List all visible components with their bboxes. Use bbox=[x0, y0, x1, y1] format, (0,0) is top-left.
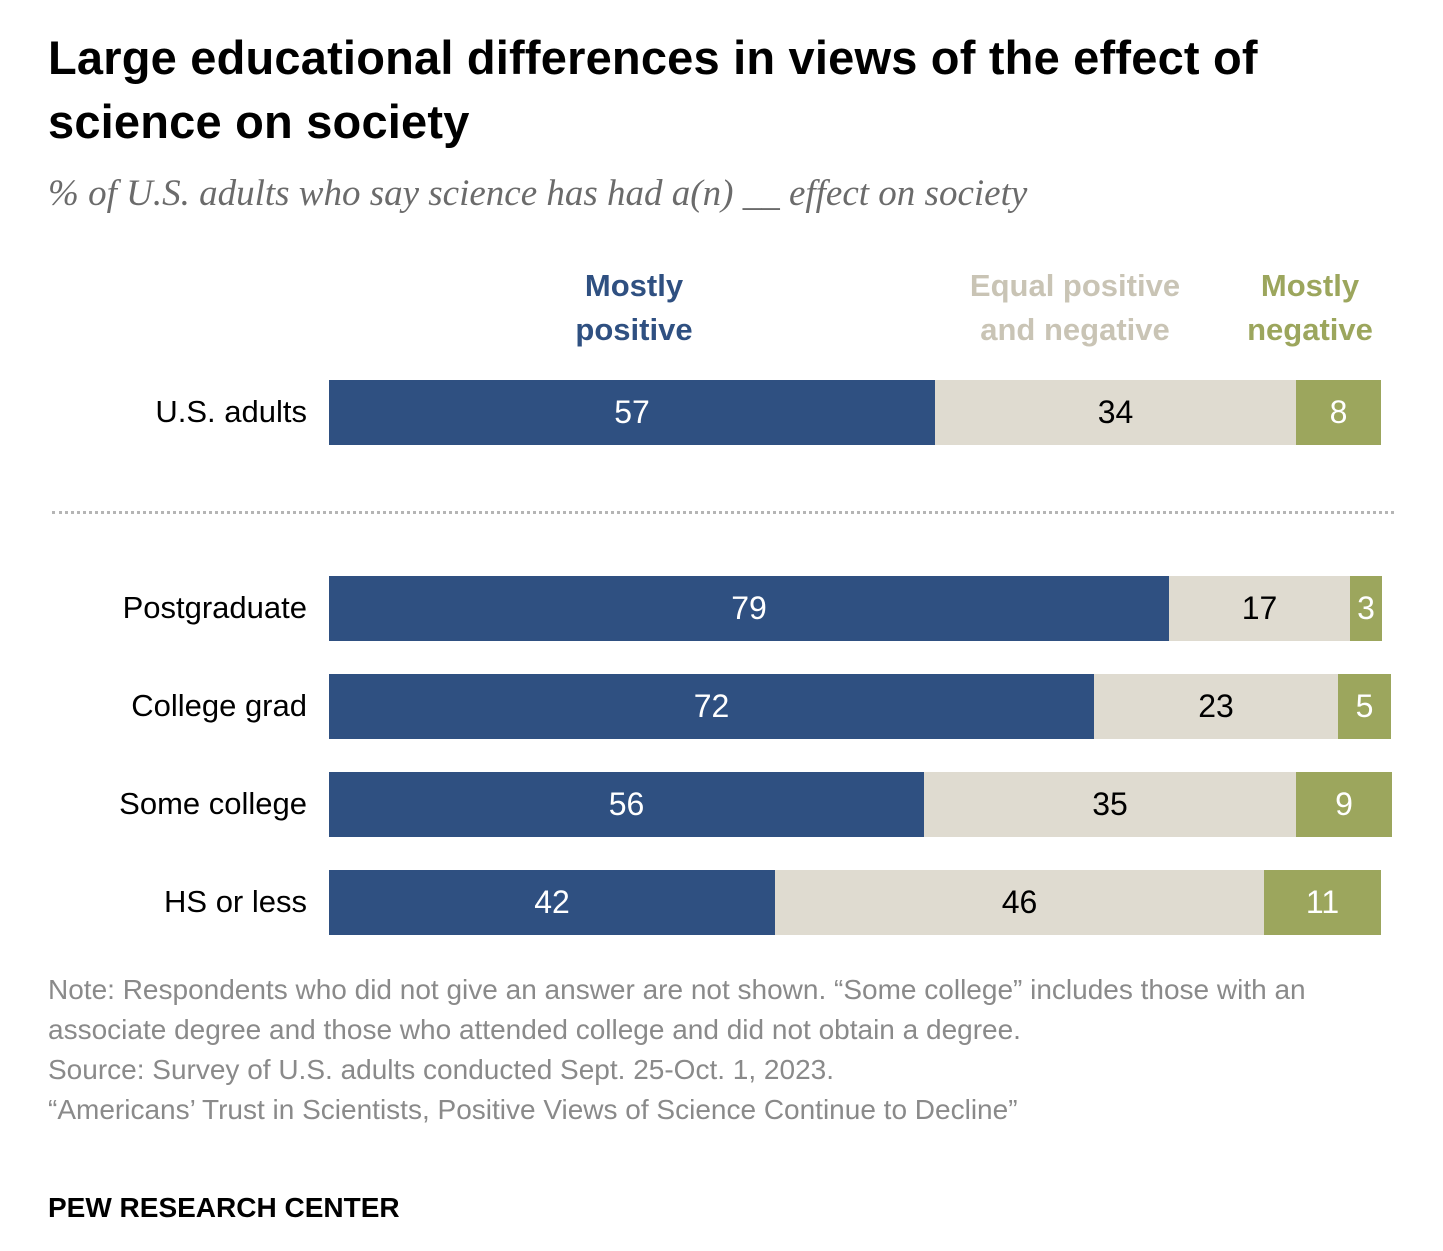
data-label: 35 bbox=[1092, 786, 1128, 822]
data-label: 42 bbox=[534, 884, 570, 920]
data-label: 57 bbox=[614, 394, 650, 430]
bar-segment-mostly-negative: 8 bbox=[1296, 380, 1381, 445]
bar-segment-mostly-positive: 42 bbox=[329, 870, 775, 935]
group-divider bbox=[52, 511, 1394, 514]
bar-segment-mostly-negative: 11 bbox=[1264, 870, 1381, 935]
bar-segment-mostly-positive: 72 bbox=[329, 674, 1094, 739]
bar-segment-equal-positive-and-negative: 17 bbox=[1169, 576, 1350, 641]
bar-segment-mostly-negative: 5 bbox=[1338, 674, 1391, 739]
chart-subtitle: % of U.S. adults who say science has had… bbox=[48, 173, 1028, 214]
report-title: “Americans’ Trust in Scientists, Positiv… bbox=[48, 1094, 1018, 1125]
legend-mostly-negative: Mostly negative bbox=[1247, 268, 1373, 347]
bar-segment-mostly-negative: 3 bbox=[1350, 576, 1382, 641]
legend-mostly-positive: Mostly positive bbox=[575, 268, 693, 347]
legend-equal-positive-negative: Equal positive and negative bbox=[969, 268, 1181, 347]
bar-segment-mostly-negative: 9 bbox=[1296, 772, 1392, 837]
bar-segment-equal-positive-and-negative: 35 bbox=[924, 772, 1296, 837]
data-label: 34 bbox=[1097, 394, 1134, 430]
bar-segment-equal-positive-and-negative: 34 bbox=[935, 380, 1296, 445]
row-label: Postgraduate bbox=[122, 590, 307, 625]
row-label: Some college bbox=[119, 786, 307, 821]
chart-title: Large educational differences in views o… bbox=[48, 31, 1258, 148]
source-text: Source: Survey of U.S. adults conducted … bbox=[48, 1054, 834, 1085]
bar-segment-mostly-positive: 57 bbox=[329, 380, 935, 445]
note-text: Note: Respondents who did not give an an… bbox=[48, 974, 1306, 1045]
chart-notes: Note: Respondents who did not give an an… bbox=[48, 970, 1388, 1130]
data-label: 11 bbox=[1305, 884, 1340, 920]
bar-segment-equal-positive-and-negative: 23 bbox=[1094, 674, 1338, 739]
data-label: 17 bbox=[1241, 590, 1278, 626]
data-label: 23 bbox=[1198, 688, 1234, 724]
bar-segment-mostly-positive: 56 bbox=[329, 772, 924, 837]
bar-segment-equal-positive-and-negative: 46 bbox=[775, 870, 1264, 935]
data-label: 9 bbox=[1335, 786, 1353, 822]
data-label: 3 bbox=[1357, 590, 1375, 626]
data-label: 46 bbox=[1001, 884, 1038, 920]
data-label: 72 bbox=[693, 688, 730, 724]
row-label: U.S. adults bbox=[155, 394, 307, 429]
data-label: 8 bbox=[1329, 394, 1348, 430]
row-label: College grad bbox=[131, 688, 307, 723]
bar-segment-mostly-positive: 79 bbox=[329, 576, 1169, 641]
data-label: 5 bbox=[1355, 688, 1374, 724]
brand-logo-text: PEW RESEARCH CENTER bbox=[48, 1192, 400, 1223]
data-label: 79 bbox=[731, 590, 767, 626]
data-label: 56 bbox=[608, 786, 645, 822]
row-label: HS or less bbox=[164, 884, 307, 919]
